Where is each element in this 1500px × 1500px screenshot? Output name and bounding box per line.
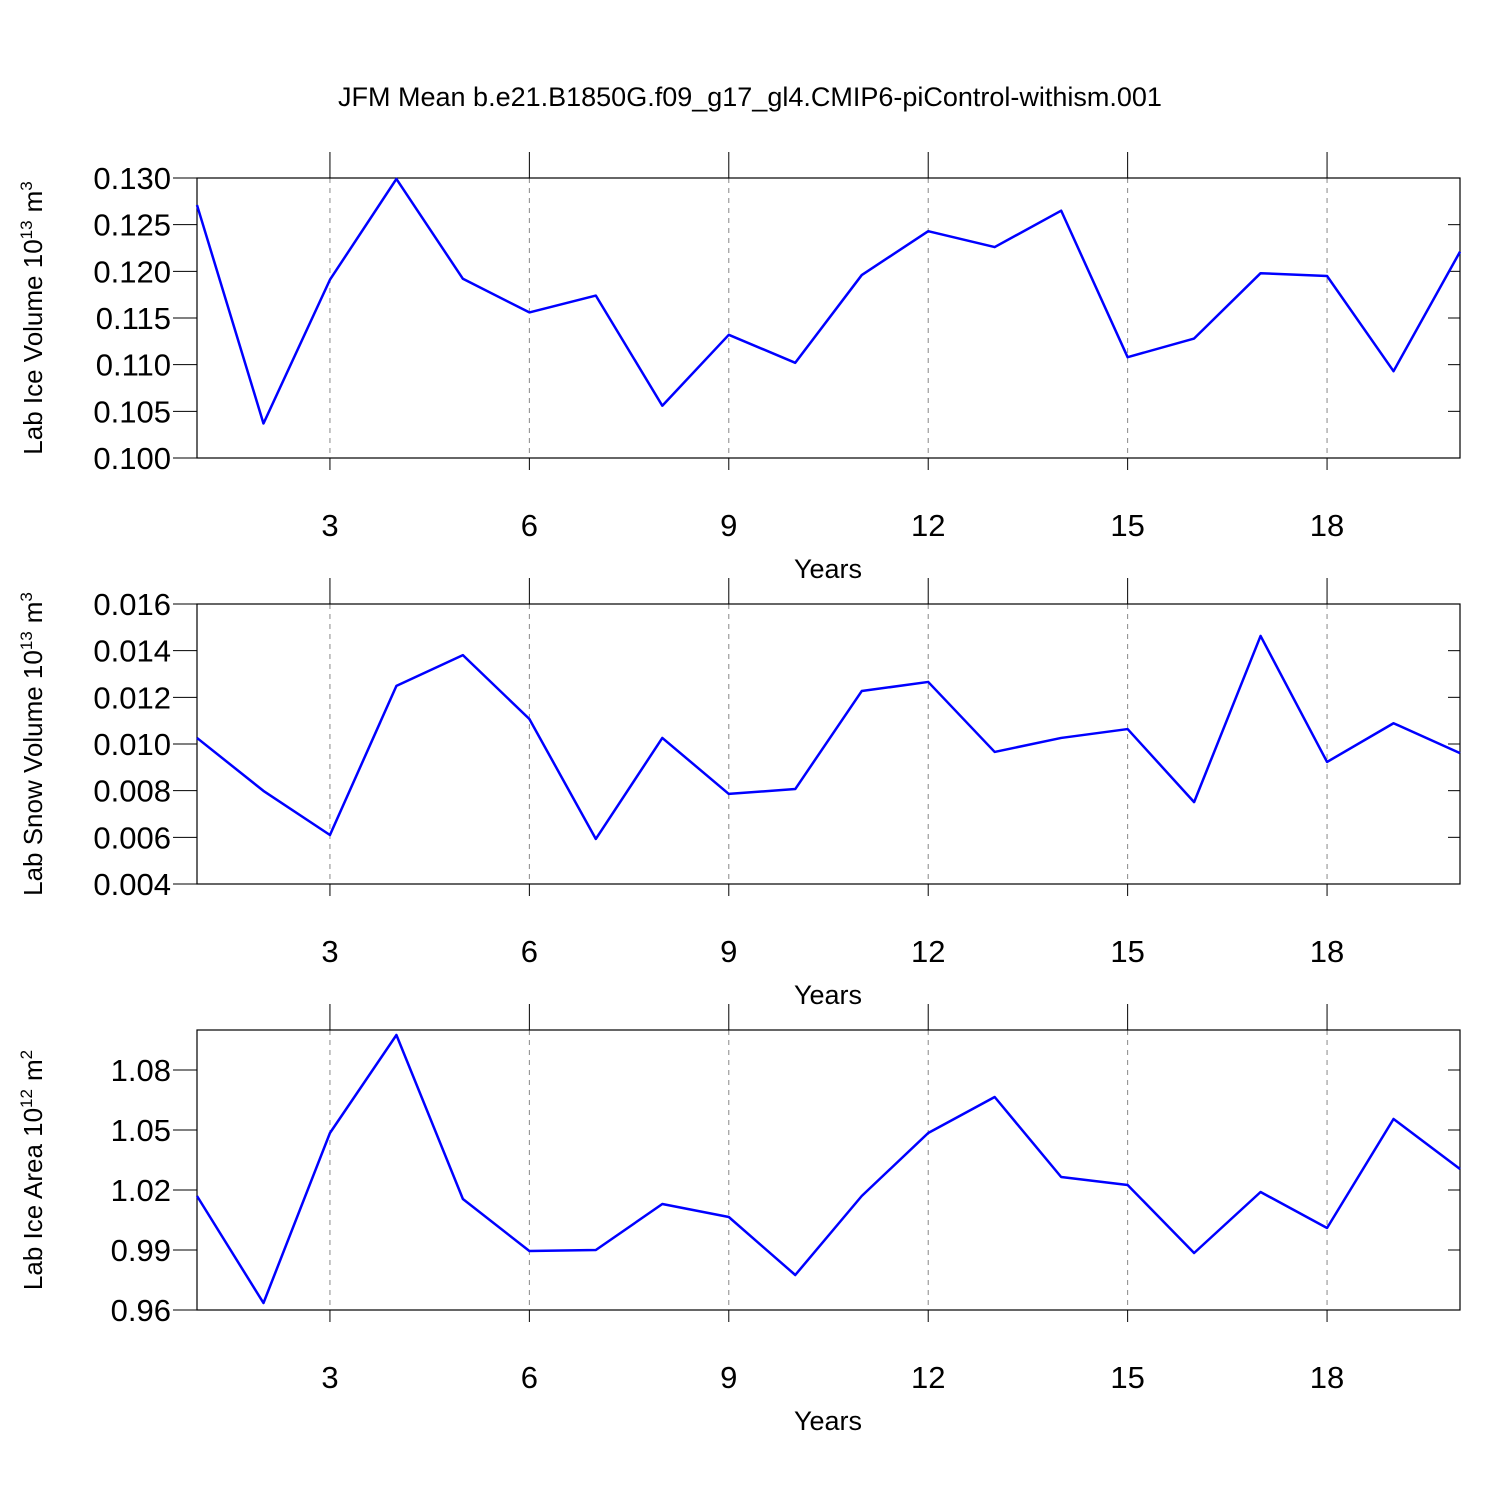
y-axis-label-part: m xyxy=(18,191,48,213)
y-tick-label: 0.100 xyxy=(93,441,171,476)
y-tick-label: 0.99 xyxy=(111,1233,171,1268)
x-tick-label: 3 xyxy=(321,934,338,969)
x-tick-label: 6 xyxy=(521,934,538,969)
y-axis-label-part: Lab Ice Volume 10 xyxy=(18,239,48,454)
y-tick-label: 0.014 xyxy=(93,634,171,669)
x-tick-label: 9 xyxy=(720,1360,737,1395)
y-tick-label: 0.006 xyxy=(93,820,171,855)
y-tick-label: 0.004 xyxy=(93,867,171,902)
x-tick-label: 9 xyxy=(720,508,737,543)
y-axis-label-superscript: 2 xyxy=(17,1050,36,1059)
x-axis-label: Years xyxy=(794,554,862,584)
y-axis-label: Lab Ice Area 1012 m2 xyxy=(17,1050,48,1290)
x-axis-label: Years xyxy=(794,980,862,1010)
y-axis-label-part: Lab Snow Volume 10 xyxy=(18,650,48,896)
x-tick-label: 15 xyxy=(1110,934,1144,969)
y-tick-label: 0.016 xyxy=(93,587,171,622)
y-axis-label-part: m xyxy=(18,1059,48,1081)
y-axis-label-superscript: 12 xyxy=(17,1089,36,1108)
y-tick-label: 0.008 xyxy=(93,774,171,809)
x-tick-label: 12 xyxy=(911,934,945,969)
y-tick-label: 0.010 xyxy=(93,727,171,762)
x-tick-label: 9 xyxy=(720,934,737,969)
y-tick-label: 0.125 xyxy=(93,208,171,243)
y-axis-label-superscript: 3 xyxy=(17,181,36,190)
x-tick-label: 3 xyxy=(321,1360,338,1395)
x-tick-label: 15 xyxy=(1110,1360,1144,1395)
y-tick-label: 0.105 xyxy=(93,394,171,429)
y-tick-label: 1.02 xyxy=(111,1173,171,1208)
x-tick-label: 12 xyxy=(911,508,945,543)
y-tick-label: 0.110 xyxy=(96,348,171,383)
y-tick-label: 0.96 xyxy=(111,1293,171,1328)
y-tick-label: 0.115 xyxy=(96,301,171,336)
x-tick-label: 18 xyxy=(1310,934,1344,969)
x-tick-label: 6 xyxy=(521,508,538,543)
data-line xyxy=(195,177,1462,425)
y-axis-label-superscript: 3 xyxy=(17,592,36,601)
chart-title: JFM Mean b.e21.B1850G.f09_g17_gl4.CMIP6-… xyxy=(338,82,1162,112)
x-axis-label: Years xyxy=(794,1406,862,1436)
plot-frame xyxy=(196,603,1461,885)
y-tick-label: 0.120 xyxy=(93,254,171,289)
x-tick-label: 18 xyxy=(1310,1360,1344,1395)
y-axis-label-superscript: 13 xyxy=(17,220,36,239)
data-line xyxy=(195,1033,1461,1305)
y-tick-label: 0.012 xyxy=(93,680,171,715)
x-tick-label: 3 xyxy=(321,508,338,543)
plot-frame xyxy=(196,1029,1461,1311)
y-axis-label-part: m xyxy=(18,602,48,624)
x-tick-label: 6 xyxy=(521,1360,538,1395)
x-tick-label: 15 xyxy=(1110,508,1144,543)
y-tick-label: 1.05 xyxy=(111,1113,171,1148)
y-axis-label: Lab Ice Volume 1013 m3 xyxy=(17,181,48,454)
x-tick-label: 12 xyxy=(911,1360,945,1395)
y-axis-label-part: Lab Ice Area 10 xyxy=(18,1108,48,1290)
y-tick-label: 1.08 xyxy=(111,1053,171,1088)
y-tick-label: 0.130 xyxy=(93,161,171,196)
y-axis-label-superscript: 13 xyxy=(17,631,36,650)
y-axis-label: Lab Snow Volume 1013 m3 xyxy=(17,592,48,896)
x-tick-label: 18 xyxy=(1310,508,1344,543)
plot-frame xyxy=(196,177,1461,459)
data-line xyxy=(196,634,1461,841)
